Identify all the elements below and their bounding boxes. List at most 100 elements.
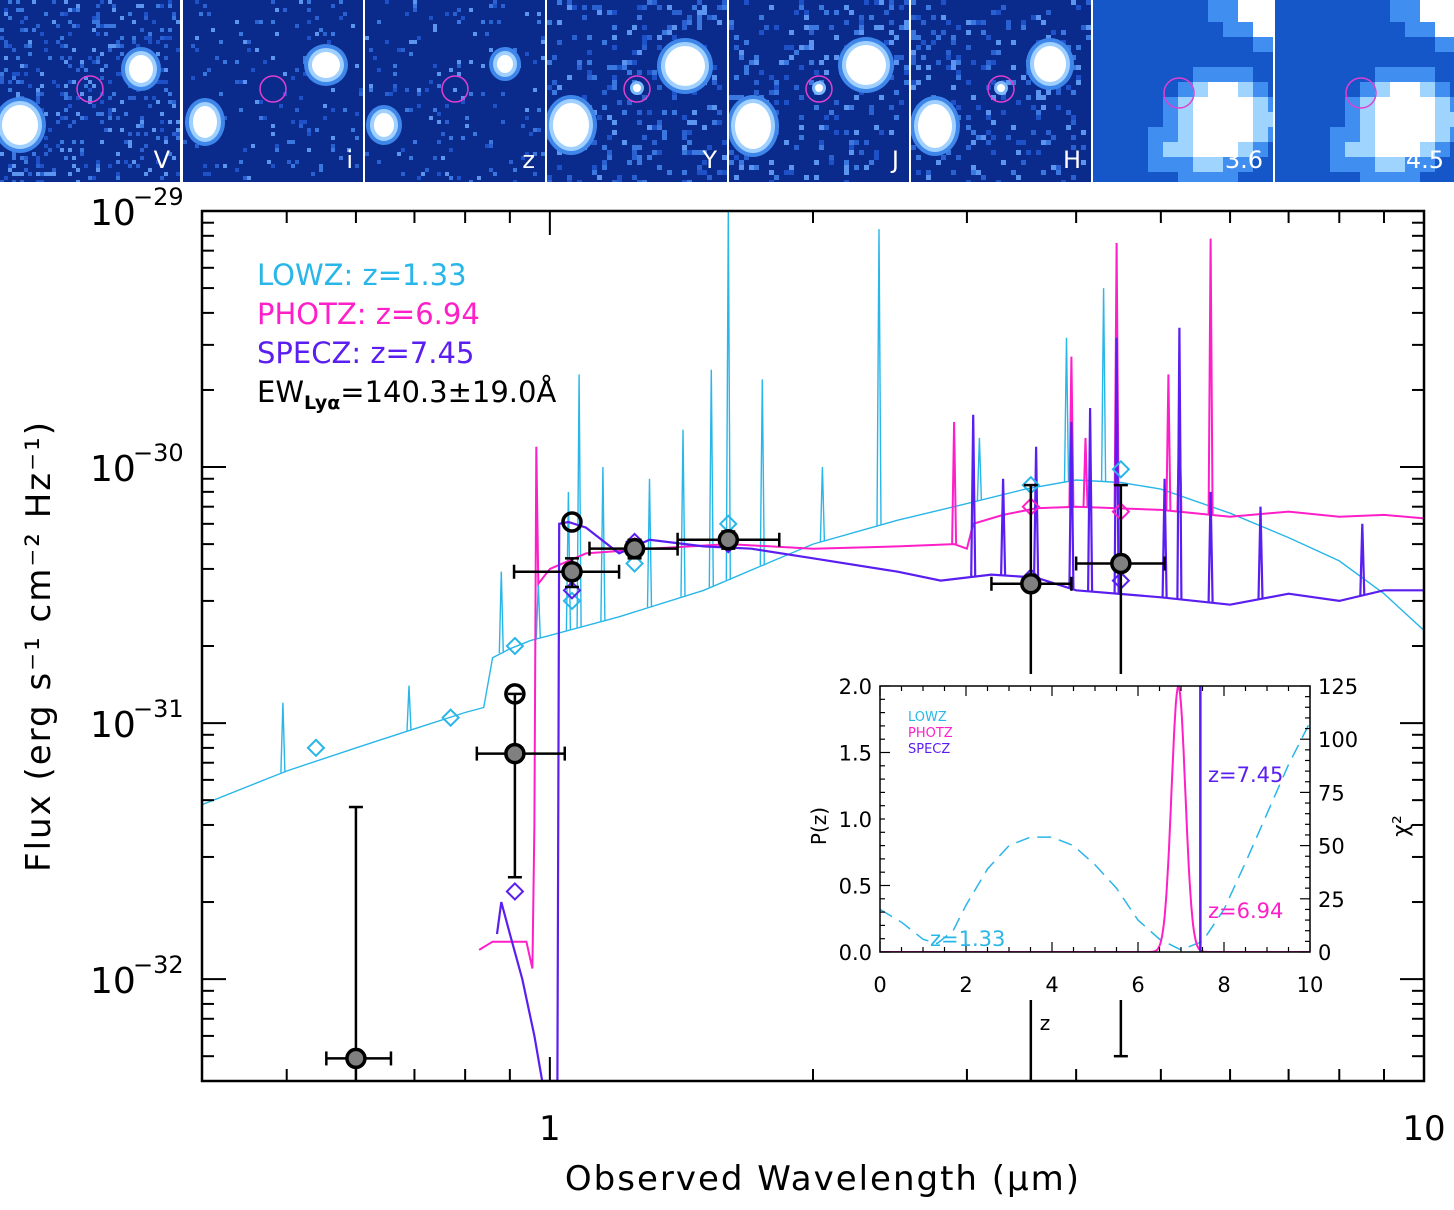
ew-subscript: Lyα: [304, 392, 340, 414]
inset-y-tick-label: 0.0: [839, 941, 872, 965]
inset-y2-tick-label: 50: [1318, 835, 1345, 859]
y-tick-label-exponent: −32: [133, 951, 184, 979]
x-tick-label: 10: [1402, 1109, 1445, 1149]
inset-annotation-lowz: z=1.33: [930, 927, 1005, 951]
photz-emission-line: [951, 421, 958, 545]
observed-flux-marker: [1020, 573, 1042, 595]
observed-flux-marker: [623, 537, 646, 560]
stamp-band-label: J: [891, 146, 899, 174]
inset-y2-tick-label: 0: [1318, 941, 1331, 965]
stamp-image: [1275, 0, 1454, 182]
inset-y2-tick-label: 25: [1318, 888, 1345, 912]
stamp-4-5: 4.5: [1275, 0, 1454, 182]
aperture-circle: [623, 75, 651, 103]
specz-emission-line: [1176, 327, 1183, 600]
legend-specz: SPECZ: z=7.45: [257, 336, 474, 370]
stamp-3-6: 3.6: [1093, 0, 1273, 182]
inset-background: [820, 674, 1326, 1000]
inset-annotation-specz: z=7.45: [1208, 763, 1283, 787]
aperture-circle: [1345, 77, 1377, 109]
ew-value: =140.3±19.0Å: [340, 375, 556, 409]
stamp-band-label: z: [522, 146, 535, 174]
inset-y2-tick-label: 125: [1318, 675, 1358, 699]
legend-photz: PHOTZ: z=6.94: [257, 297, 480, 331]
specz-emission-line: [1033, 446, 1040, 578]
axis-ticks: [201, 210, 1425, 1082]
x-axis-label: Observed Wavelength (μm): [565, 1159, 1081, 1199]
observed-point: [475, 692, 566, 879]
stamp-band-label: 3.6: [1224, 146, 1263, 174]
specz-emission-line: [1257, 506, 1264, 600]
stamp-band-label: i: [346, 146, 353, 174]
photz-emission-line: [1207, 238, 1214, 515]
equivalent-width-label: EWLyα=140.3±19.0Å: [257, 375, 556, 414]
y-tick-label-base: 10: [90, 193, 136, 234]
inset-legend-photz: PHOTZ: [908, 726, 953, 741]
inset-x-tick-label: 4: [1045, 973, 1058, 997]
inset-x-tick-label: 6: [1131, 973, 1144, 997]
y-tick-label-exponent: −30: [133, 439, 184, 467]
inset-annotation-photz: z=6.94: [1208, 899, 1283, 923]
lowz-emission-line: [646, 478, 653, 608]
lowz-model-line: [202, 479, 1424, 806]
stamp-band-label: 4.5: [1405, 146, 1444, 174]
aperture-circle: [1163, 77, 1195, 109]
stamp-V: V: [0, 0, 180, 182]
inset-x-tick-label: 10: [1297, 973, 1324, 997]
observed-point: [676, 529, 781, 551]
specz-emission-line: [1087, 407, 1094, 592]
photz-model-line: [478, 446, 1424, 969]
stamp-band-label: Y: [702, 146, 717, 174]
aperture-circle: [259, 75, 287, 103]
inset-x-tick-label: 2: [959, 973, 972, 997]
observed-point: [588, 537, 679, 560]
stamp-band-label: H: [1062, 146, 1081, 174]
specz-emission-line: [1359, 523, 1366, 596]
inset-legend-specz: SPECZ: [908, 742, 950, 757]
lowz-emission-line: [600, 466, 606, 622]
inset-y-tick-label: 1.0: [839, 808, 872, 832]
lowz-model-point: [625, 554, 644, 573]
lowz-emission-line: [725, 211, 731, 580]
inset-y2-tick-label: 75: [1318, 781, 1345, 805]
y-tick-label-base: 10: [90, 705, 136, 746]
stamp-z: z: [365, 0, 545, 182]
lowz-emission-line: [759, 379, 765, 566]
inset-y-tick-label: 0.5: [839, 875, 872, 899]
stamp-image: [365, 0, 545, 182]
y-tick-label-exponent: −31: [133, 695, 184, 723]
stamp-H: H: [911, 0, 1091, 182]
observed-flux-marker: [1110, 552, 1132, 575]
lowz-emission-line: [1063, 337, 1070, 482]
lowz-emission-line: [280, 702, 286, 773]
stamp-J: J: [729, 0, 909, 182]
specz-emission-line: [1068, 421, 1075, 589]
open-flux-marker: [504, 683, 526, 705]
inset-y-tick-label: 2.0: [839, 675, 872, 699]
photz-emission-line: [1165, 374, 1172, 511]
stamp-Y: Y: [547, 0, 727, 182]
stamp-image: [547, 0, 727, 182]
aperture-circle: [441, 75, 469, 103]
specz-emission-line: [970, 414, 977, 577]
lowz-emission-line: [976, 437, 983, 501]
aperture-circle: [987, 75, 1015, 103]
lowz-emission-line: [876, 229, 882, 526]
lowz-model-point: [441, 708, 461, 728]
stamp-image: [0, 0, 180, 182]
lowz-emission-line: [708, 369, 714, 588]
lowz-emission-line: [406, 685, 412, 731]
specz-emission-line: [1207, 491, 1214, 603]
observed-flux-marker: [345, 1047, 367, 1070]
specz-emission-line: [1161, 478, 1168, 598]
y-tick-label-base: 10: [90, 449, 136, 490]
inset-curves: [880, 686, 1310, 952]
inset-x-axis-label: z: [1040, 1011, 1051, 1035]
specz-model-point: [505, 882, 525, 901]
y-tick-label-exponent: −29: [133, 183, 184, 211]
inset-legend-lowz: LOWZ: [908, 710, 947, 725]
observed-flux-marker: [561, 560, 583, 583]
inset-y2-axis-label: χ²: [1389, 815, 1414, 837]
